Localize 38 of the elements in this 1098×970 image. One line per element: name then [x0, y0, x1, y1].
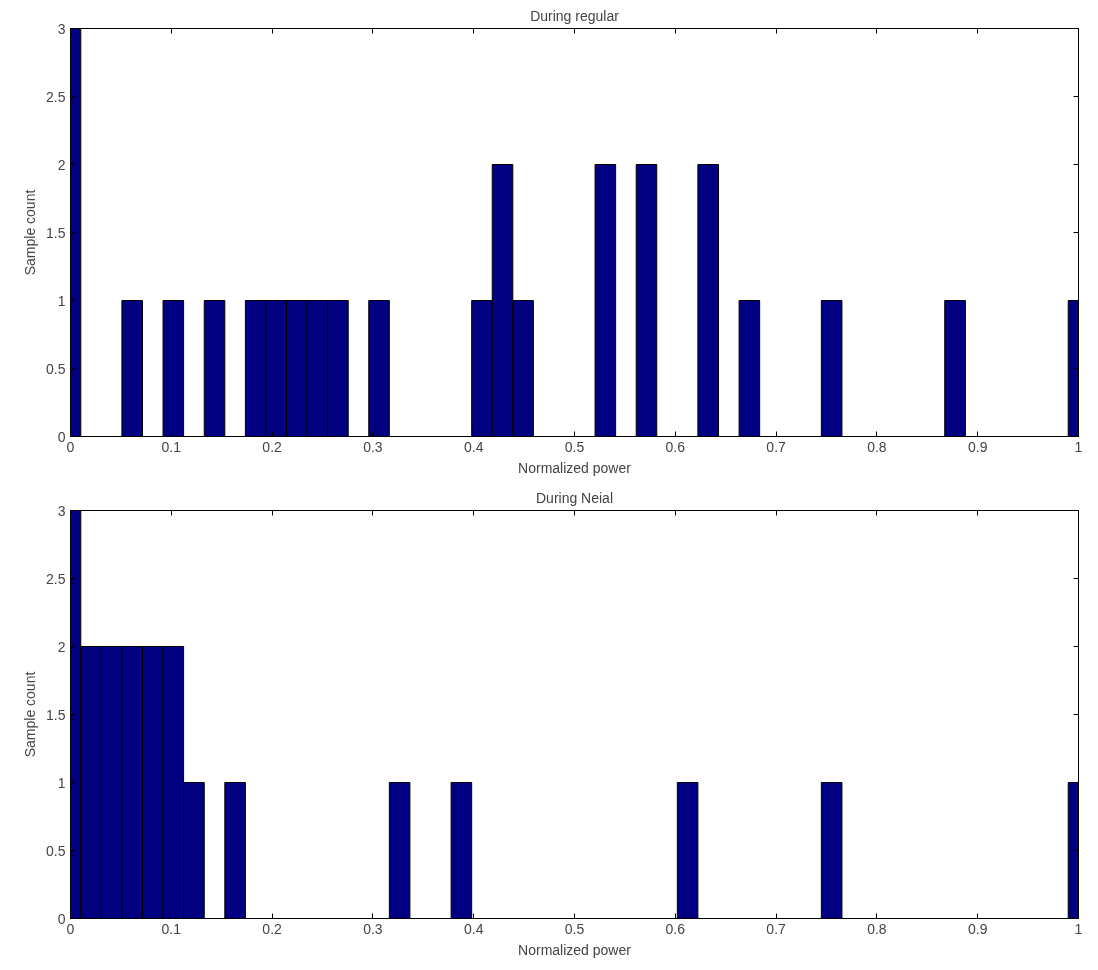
- x-tick-label: 0.1: [161, 920, 182, 937]
- y-tick-label: 1: [57, 774, 66, 791]
- y-tick-label: 2.5: [46, 88, 66, 105]
- y-tick-label: 0.5: [46, 360, 66, 377]
- y-axis-title: Sample count: [22, 189, 39, 276]
- y-tick-label: 2: [57, 638, 66, 655]
- y-tick-label: 1.5: [46, 706, 66, 723]
- x-tick-label: 0.6: [665, 438, 686, 455]
- x-tick-label: 0.8: [867, 438, 887, 455]
- x-tick-label: 0.9: [967, 920, 988, 937]
- x-tick-label: 0.7: [766, 920, 787, 937]
- x-tick-label: 0.2: [262, 438, 283, 455]
- x-tick-label: 0.5: [564, 920, 585, 937]
- y-tick-label: 3: [57, 502, 66, 519]
- y-tick-label: 0.5: [46, 842, 66, 859]
- x-tick-label: 1: [1074, 438, 1083, 455]
- y-tick-label: 3: [57, 20, 66, 37]
- x-axis-title: Normalized power: [518, 941, 632, 958]
- y-tick-label: 1: [57, 292, 66, 309]
- x-tick-label: 1: [1074, 920, 1083, 937]
- x-tick-label: 0.4: [463, 438, 484, 455]
- y-tick-label: 2.5: [46, 570, 66, 587]
- x-axis-title: Normalized power: [518, 459, 632, 476]
- chart-title: During regular: [530, 7, 620, 24]
- x-tick-label: 0.1: [161, 438, 182, 455]
- y-tick-label: 1.5: [46, 224, 66, 241]
- x-tick-label: 0.3: [363, 920, 383, 937]
- x-tick-label: 0.8: [867, 920, 887, 937]
- x-tick-label: 0.5: [564, 438, 585, 455]
- x-tick-label: 0.4: [463, 920, 484, 937]
- y-axis-title: Sample count: [22, 671, 39, 758]
- x-tick-label: 0.9: [967, 438, 988, 455]
- x-tick-label: 0.3: [363, 438, 383, 455]
- y-tick-label: 2: [57, 156, 66, 173]
- x-tick-label: 0.7: [766, 438, 787, 455]
- chart-title: During Neial: [535, 489, 614, 506]
- x-tick-label: 0.6: [665, 920, 686, 937]
- x-tick-label: 0.2: [262, 920, 283, 937]
